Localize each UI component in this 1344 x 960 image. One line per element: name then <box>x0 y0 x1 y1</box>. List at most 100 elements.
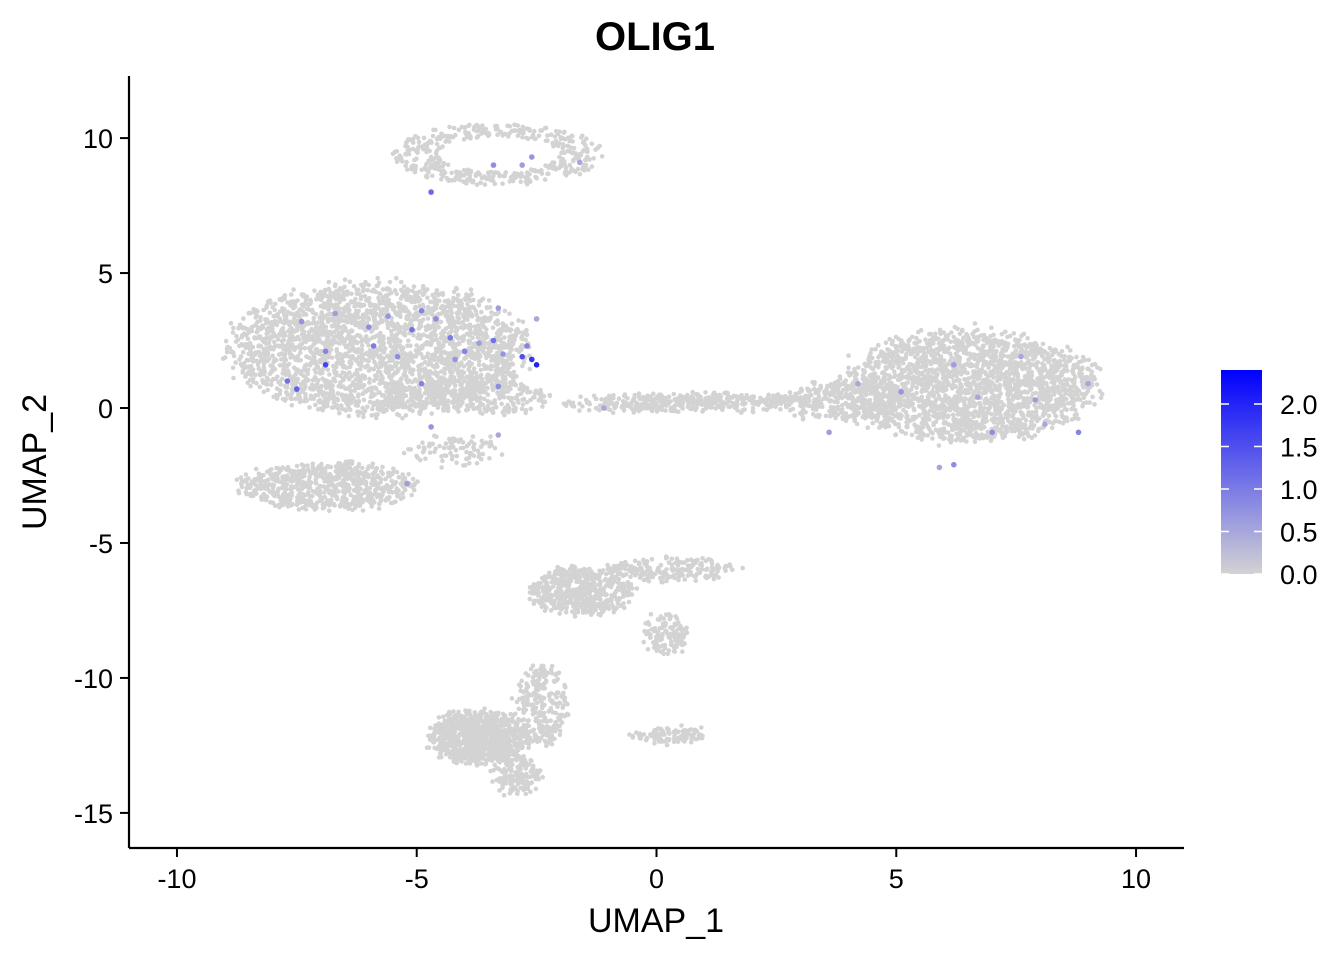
cell-point <box>401 304 407 310</box>
cell-point <box>361 414 366 420</box>
cell-point <box>330 383 336 389</box>
cell-point <box>440 164 446 169</box>
cell-point <box>422 360 428 365</box>
cell-point <box>480 323 485 328</box>
cell-point <box>671 391 677 397</box>
cell-point <box>518 344 523 350</box>
cell-point <box>244 371 250 377</box>
cell-point <box>405 139 410 144</box>
cell-point <box>319 310 325 315</box>
cell-point <box>384 318 390 323</box>
cell-point <box>293 475 299 481</box>
cell-point <box>709 405 715 410</box>
cell-point <box>606 393 612 399</box>
cell-point <box>405 399 411 404</box>
cell-point <box>524 135 529 141</box>
cell-point <box>488 407 493 413</box>
cell-point <box>328 379 333 385</box>
cell-point <box>339 501 345 506</box>
cell-point <box>251 371 256 377</box>
cell-point <box>256 343 262 348</box>
cell-point <box>376 365 381 371</box>
cell-point <box>331 290 337 296</box>
cell-point <box>322 342 328 348</box>
cell-point <box>468 324 474 329</box>
cell-point <box>451 289 457 295</box>
cell-point <box>433 446 438 452</box>
cell-point <box>516 329 522 335</box>
cell-point <box>349 355 355 360</box>
cell-point <box>439 454 444 459</box>
cell-point <box>291 287 296 292</box>
cell-point <box>508 398 514 403</box>
cell-point <box>504 385 510 390</box>
cell-point <box>298 346 303 352</box>
cell-point <box>502 308 508 314</box>
cell-point <box>282 354 287 359</box>
cell-point <box>570 139 575 144</box>
cell-point <box>340 370 345 375</box>
cell-point <box>456 340 462 346</box>
cell-point <box>365 363 370 368</box>
cell-point <box>507 334 512 340</box>
cell-point <box>411 284 417 289</box>
cell-point <box>470 178 476 184</box>
cell-point <box>325 367 331 373</box>
cell-point <box>713 406 718 411</box>
cell-point <box>498 343 504 348</box>
cell-point <box>417 375 423 380</box>
cell-point <box>273 376 279 382</box>
cell-point <box>370 327 376 332</box>
cell-point <box>390 302 395 308</box>
cell-point <box>445 162 451 168</box>
cell-point <box>234 477 240 483</box>
cell-point <box>380 489 386 495</box>
cell-point <box>254 486 259 492</box>
cell-point <box>409 391 414 397</box>
cell-point <box>261 371 267 377</box>
cell-point <box>324 385 329 391</box>
cell-point <box>470 335 475 341</box>
cell-point <box>591 393 597 399</box>
cell-point <box>314 481 319 486</box>
cell-point <box>319 465 325 471</box>
cell-point <box>414 343 420 348</box>
cell-point <box>349 328 354 333</box>
cell-point <box>508 356 513 362</box>
cell-point <box>317 370 322 375</box>
cell-point <box>651 398 657 404</box>
cell-point <box>328 396 333 401</box>
cell-point <box>316 407 321 412</box>
cell-point <box>441 307 447 313</box>
cell-point <box>408 343 413 349</box>
cell-point <box>750 405 756 411</box>
cell-point <box>540 404 545 409</box>
cell-point <box>478 367 484 373</box>
cell-point <box>527 126 532 132</box>
cell-point <box>314 381 320 387</box>
cell-point <box>580 140 586 145</box>
cell-point <box>362 293 368 299</box>
cell-point <box>435 349 440 354</box>
cell-point <box>589 141 595 146</box>
cell-point <box>293 320 298 326</box>
cell-point <box>224 349 230 355</box>
cell-point <box>377 501 382 507</box>
cell-point <box>962 402 967 408</box>
cell-point <box>453 329 459 335</box>
cell-point <box>471 341 476 347</box>
cell-point <box>418 352 424 357</box>
cell-point <box>354 340 360 346</box>
cell-point <box>420 355 426 361</box>
cell-point <box>241 316 246 321</box>
cell-point <box>409 367 415 373</box>
cell-point <box>284 363 290 369</box>
cell-point <box>560 142 566 147</box>
cell-point <box>989 411 994 417</box>
cell-point <box>387 340 393 346</box>
cell-point <box>231 325 236 331</box>
cell-point <box>333 339 339 345</box>
cell-point <box>341 397 346 403</box>
cell-point <box>412 481 418 487</box>
cell-point <box>305 306 310 311</box>
